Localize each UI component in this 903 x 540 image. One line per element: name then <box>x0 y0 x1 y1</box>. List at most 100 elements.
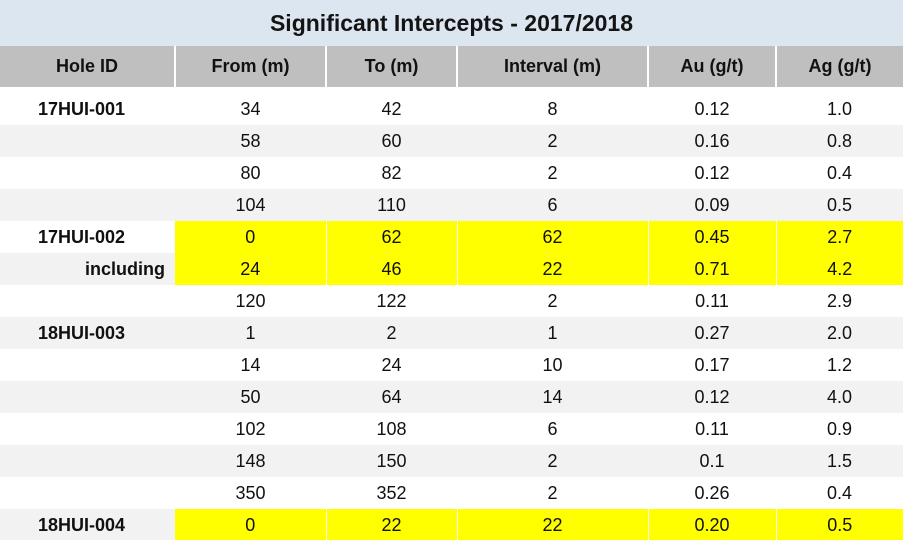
ag-cell: 0.8 <box>776 125 903 157</box>
to-cell: 150 <box>326 445 457 477</box>
au-cell: 0.12 <box>694 162 730 183</box>
au-cell: 0.26 <box>694 482 730 503</box>
ag-cell: 2.0 <box>776 317 903 349</box>
ag-cell: 0.5 <box>776 189 903 221</box>
table-row: including 24 46 22 0.71 4.2 <box>0 253 903 285</box>
column-header-hole-id: Hole ID <box>0 46 175 87</box>
interval-cell: 22 <box>456 253 648 285</box>
to-cell: 82 <box>381 162 402 183</box>
intercepts-table: Hole ID From (m) To (m) Interval (m) Au … <box>0 46 903 540</box>
including-label: including <box>0 253 175 285</box>
interval-cell: 10 <box>542 354 563 375</box>
hole-id-cell <box>0 413 175 445</box>
ag-cell: 1.0 <box>826 98 853 119</box>
from-cell: 104 <box>175 189 326 221</box>
to-cell: 110 <box>326 189 457 221</box>
ag-cell: 4.0 <box>776 381 903 413</box>
ag-cell: 0.5 <box>775 509 903 540</box>
table-row: 18HUI-003 1 2 1 0.27 2.0 <box>0 317 903 349</box>
to-cell: 46 <box>325 253 457 285</box>
hole-id-cell <box>0 445 175 477</box>
interval-cell: 6 <box>547 418 558 439</box>
au-cell: 0.1 <box>648 445 776 477</box>
ag-cell: 0.9 <box>826 418 853 439</box>
hole-id-cell: 18HUI-004 <box>0 509 175 540</box>
au-cell: 0.17 <box>694 354 730 375</box>
table-row: 102 108 6 0.11 0.9 <box>0 413 903 445</box>
to-cell: 22 <box>325 509 457 540</box>
hole-id-cell <box>0 381 175 413</box>
from-cell: 24 <box>175 253 326 285</box>
from-cell: 80 <box>240 162 261 183</box>
au-cell: 0.20 <box>647 509 776 540</box>
header-gap <box>0 87 903 93</box>
to-cell: 2 <box>326 317 457 349</box>
hole-id-cell <box>0 477 175 509</box>
table-row: 50 64 14 0.12 4.0 <box>0 381 903 413</box>
au-cell: 0.45 <box>647 221 776 253</box>
from-cell: 0 <box>175 509 326 540</box>
column-header-from: From (m) <box>174 46 326 87</box>
from-cell: 350 <box>235 482 266 503</box>
ag-cell: 2.9 <box>826 290 853 311</box>
from-cell: 50 <box>175 381 326 413</box>
interval-cell: 2 <box>547 162 558 183</box>
interval-cell: 14 <box>457 381 648 413</box>
table-row: 17HUI-001 34 42 8 0.12 1.0 <box>0 93 903 125</box>
hole-id-cell <box>0 349 175 381</box>
column-header-to: To (m) <box>325 46 457 87</box>
au-cell: 0.16 <box>648 125 776 157</box>
interval-cell: 2 <box>547 290 558 311</box>
au-cell: 0.71 <box>647 253 776 285</box>
to-cell: 42 <box>381 98 402 119</box>
to-cell: 122 <box>376 290 407 311</box>
from-cell: 148 <box>175 445 326 477</box>
interval-cell: 6 <box>457 189 648 221</box>
interval-cell: 62 <box>456 221 648 253</box>
ag-cell: 4.2 <box>775 253 903 285</box>
column-header-interval: Interval (m) <box>456 46 648 87</box>
table-row: 120 122 2 0.11 2.9 <box>0 285 903 317</box>
to-cell: 24 <box>381 354 402 375</box>
table-row: 104 110 6 0.09 0.5 <box>0 189 903 221</box>
column-header-ag: Ag (g/t) <box>775 46 903 87</box>
hole-id-cell <box>0 189 175 221</box>
table-row: 148 150 2 0.1 1.5 <box>0 445 903 477</box>
table-row: 80 82 2 0.12 0.4 <box>0 157 903 189</box>
au-cell: 0.12 <box>694 98 730 119</box>
table-body: 17HUI-001 34 42 8 0.12 1.0 58 60 2 0.16 0.8 80 82 2 0.… <box>0 87 903 540</box>
table-row: 18HUI-004 0 22 22 0.20 0.5 <box>0 509 903 540</box>
ag-cell: 1.5 <box>776 445 903 477</box>
from-cell: 102 <box>235 418 266 439</box>
hole-id-cell <box>0 125 175 157</box>
au-cell: 0.11 <box>695 418 729 439</box>
table-row: 14 24 10 0.17 1.2 <box>0 349 903 381</box>
ag-cell: 0.4 <box>826 162 853 183</box>
ag-cell: 0.4 <box>826 482 853 503</box>
interval-cell: 2 <box>457 125 648 157</box>
from-cell: 58 <box>175 125 326 157</box>
interval-cell: 2 <box>547 482 558 503</box>
hole-id-cell: 18HUI-003 <box>0 317 175 349</box>
from-cell: 0 <box>175 221 326 253</box>
ag-cell: 1.2 <box>826 354 853 375</box>
hole-id-cell <box>0 157 175 189</box>
from-cell: 120 <box>235 290 266 311</box>
from-cell: 34 <box>240 98 261 119</box>
interval-cell: 22 <box>456 509 648 540</box>
from-cell: 1 <box>175 317 326 349</box>
to-cell: 352 <box>376 482 407 503</box>
column-header-au: Au (g/t) <box>647 46 776 87</box>
au-cell: 0.12 <box>648 381 776 413</box>
table-row: 17HUI-002 0 62 62 0.45 2.7 <box>0 221 903 253</box>
table-row: 58 60 2 0.16 0.8 <box>0 125 903 157</box>
from-cell: 14 <box>240 354 261 375</box>
interval-cell: 1 <box>457 317 648 349</box>
to-cell: 60 <box>326 125 457 157</box>
interval-cell: 2 <box>457 445 648 477</box>
to-cell: 62 <box>325 221 457 253</box>
au-cell: 0.27 <box>648 317 776 349</box>
au-cell: 0.11 <box>695 290 729 311</box>
to-cell: 64 <box>326 381 457 413</box>
